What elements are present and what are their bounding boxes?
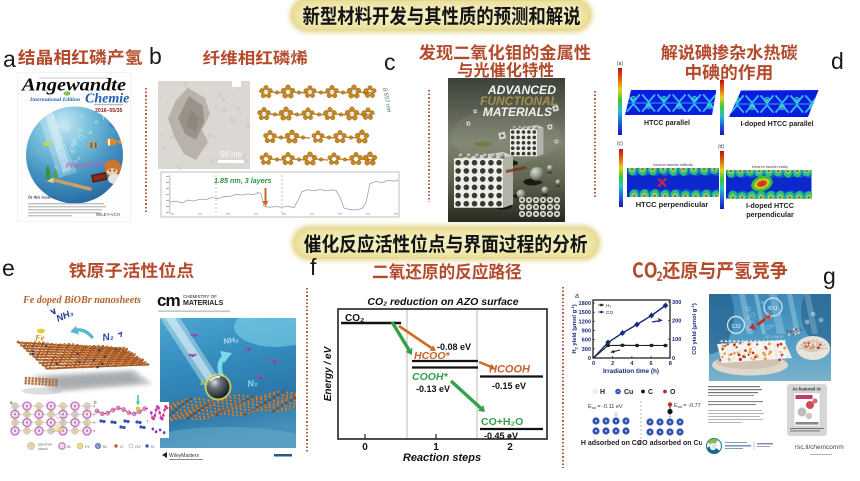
svg-text:WILEY-VCH: WILEY-VCH <box>96 212 120 217</box>
svg-text:CO yield (μmol g-1): CO yield (μmol g-1) <box>690 303 698 355</box>
svg-text:1.85 nm, 3 layers: 1.85 nm, 3 layers <box>214 176 272 185</box>
svg-text:Bi: Bi <box>67 444 71 449</box>
svg-text:100: 100 <box>672 337 681 343</box>
svg-text:cm: cm <box>157 291 180 310</box>
svg-text:2D V-MOF: 2D V-MOF <box>765 334 784 339</box>
svg-text:MATERIALS: MATERIALS <box>183 300 224 307</box>
svg-text:CO: CO <box>732 324 741 330</box>
svg-text:NH₃: NH₃ <box>55 307 76 324</box>
svg-text:electron: electron <box>38 442 52 447</box>
svg-text:H₂: H₂ <box>606 303 611 309</box>
svg-text:rsc.li/chemcomm: rsc.li/chemcomm <box>795 444 844 451</box>
svg-text:I: I <box>761 182 762 187</box>
svg-text:2016–55/35: 2016–55/35 <box>95 108 123 114</box>
svg-text:300: 300 <box>672 300 681 306</box>
svg-text:In this issue ...: In this issue ... <box>27 195 56 200</box>
svg-text:FUNCTIONAL: FUNCTIONAL <box>480 94 558 108</box>
svg-text:As featured in:: As featured in: <box>792 387 821 392</box>
svg-text:CO+H₂O: CO+H₂O <box>481 416 523 428</box>
svg-text:HCOO*: HCOO* <box>414 350 451 362</box>
svg-text:CO₂ reduction on AZO surface: CO₂ reduction on AZO surface <box>367 296 518 308</box>
svg-text:OV: OV <box>135 444 141 449</box>
svg-text:2: 2 <box>611 361 614 367</box>
svg-text:WileyMasters: WileyMasters <box>169 453 200 459</box>
svg-text:International Edition: International Edition <box>29 97 80 103</box>
svg-text:900: 900 <box>582 329 591 335</box>
svg-text:8: 8 <box>669 361 672 367</box>
svg-text:T: T <box>102 116 105 122</box>
svg-text:CO adsorbed on Cu: CO adsorbed on Cu <box>637 440 702 447</box>
svg-text:a: a <box>89 130 92 136</box>
svg-text:a: a <box>10 400 13 405</box>
svg-text:NH₃: NH₃ <box>223 335 240 346</box>
svg-text:Angewandte: Angewandte <box>21 75 126 95</box>
svg-text:N: N <box>151 444 154 449</box>
svg-text:CO: CO <box>769 306 778 312</box>
svg-text:Ead = -0.11 eV: Ead = -0.11 eV <box>588 404 623 410</box>
svg-text:b: b <box>94 400 97 405</box>
svg-text:Ead = -0.77 eV: Ead = -0.77 eV <box>674 403 702 409</box>
svg-text:0: 0 <box>672 356 675 362</box>
svg-text:H adsorbed on Cu: H adsorbed on Cu <box>581 440 641 447</box>
svg-text:H2 yield (μmol g-1): H2 yield (μmol g-1) <box>570 304 579 353</box>
svg-text:Cu: Cu <box>624 389 633 396</box>
svg-text:1500: 1500 <box>579 310 591 316</box>
svg-text:0: 0 <box>362 442 368 453</box>
svg-text:50 nm: 50 nm <box>220 150 243 159</box>
svg-text:MATERIALS: MATERIALS <box>483 105 552 119</box>
svg-text:a: a <box>575 293 579 300</box>
svg-text:Energy / eV: Energy / eV <box>323 345 334 401</box>
svg-text:cloud: cloud <box>38 446 48 451</box>
svg-text:CHEMISTRY OF: CHEMISTRY OF <box>183 294 217 299</box>
svg-text:Reaction steps: Reaction steps <box>403 452 481 463</box>
svg-text:Br: Br <box>103 444 108 449</box>
svg-text:H: H <box>600 389 605 396</box>
svg-text:Fe: Fe <box>85 444 90 449</box>
svg-text:1200: 1200 <box>579 319 591 325</box>
svg-text:4: 4 <box>630 361 634 367</box>
svg-text:c: c <box>81 113 84 119</box>
svg-text:Chemie: Chemie <box>85 92 129 107</box>
svg-text:6: 6 <box>650 361 653 367</box>
svg-text:Fe: Fe <box>34 333 45 343</box>
svg-text:-0.15 eV: -0.15 eV <box>492 381 526 391</box>
svg-text:HCOOH: HCOOH <box>489 364 531 376</box>
svg-text:2: 2 <box>507 442 513 453</box>
svg-text:300: 300 <box>582 347 591 353</box>
svg-text:O: O <box>120 444 123 449</box>
svg-text:0: 0 <box>592 361 595 367</box>
svg-text:Fe: Fe <box>199 378 209 387</box>
svg-text:ADVANCED: ADVANCED <box>487 83 556 97</box>
svg-text:Fe doped BiOBr nanosheets: Fe doped BiOBr nanosheets <box>22 295 141 306</box>
svg-text:C: C <box>648 389 653 396</box>
svg-text:O: O <box>670 389 676 396</box>
svg-text:0.557 nm: 0.557 nm <box>381 87 391 113</box>
svg-text:600: 600 <box>582 338 591 344</box>
svg-text:CO₂: CO₂ <box>345 313 364 324</box>
svg-text:Irradiation time (h): Irradiation time (h) <box>603 368 659 375</box>
svg-text:1800: 1800 <box>579 301 591 307</box>
svg-text:1: 1 <box>433 442 439 453</box>
svg-text:-0.08 eV: -0.08 eV <box>437 342 471 352</box>
svg-text:o: o <box>67 126 70 132</box>
svg-text:N₂: N₂ <box>247 377 259 389</box>
svg-text:Phosphoro: Phosphoro <box>66 158 107 170</box>
svg-text:200: 200 <box>672 319 681 325</box>
svg-text:d: d <box>95 120 98 126</box>
svg-text:-0.45 eV: -0.45 eV <box>484 431 518 441</box>
svg-text:COOH*: COOH* <box>412 371 449 383</box>
svg-text:0: 0 <box>588 356 591 362</box>
svg-text:-0.13 eV: -0.13 eV <box>416 384 450 394</box>
svg-text:N₂: N₂ <box>102 331 115 344</box>
svg-text:CO: CO <box>606 310 613 316</box>
